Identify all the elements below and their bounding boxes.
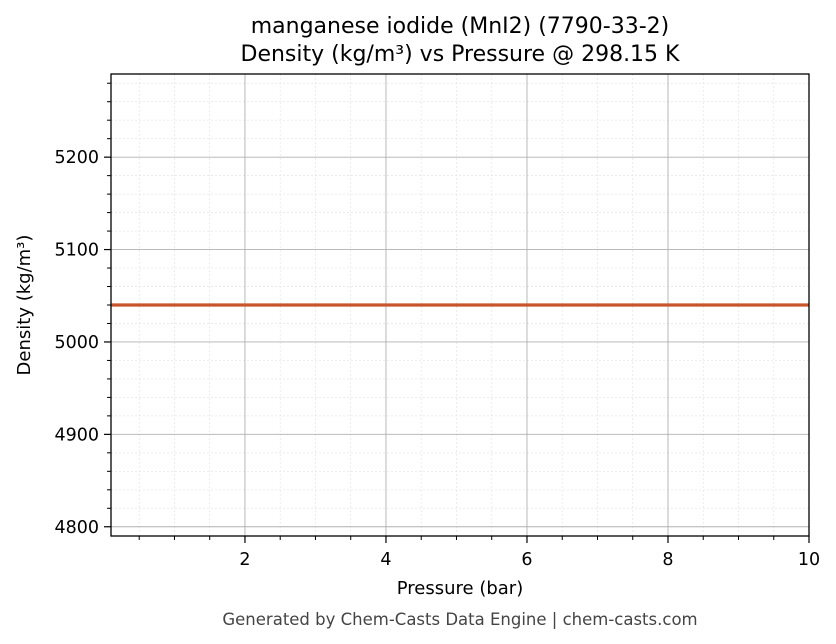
x-tick-label: 8 [662,550,673,570]
x-tick-label: 4 [380,550,391,570]
y-tick-label: 4900 [54,425,99,445]
x-tick-label: 2 [239,550,250,570]
x-tick-label: 10 [798,550,820,570]
chart-title: manganese iodide (MnI2) (7790-33-2) [251,14,670,39]
y-tick-label: 5200 [54,148,99,168]
y-axis-label: Density (kg/m³) [14,235,35,376]
y-tick-label: 5000 [54,333,99,353]
y-tick-labels: 4800 4900 5000 5100 5200 [54,148,99,538]
y-tick-label: 5100 [54,241,99,261]
x-tick-label: 6 [521,550,532,570]
x-tick-labels: 2 4 6 8 10 [239,550,820,570]
x-axis-label: Pressure (bar) [397,578,523,599]
footer-credit: Generated by Chem-Casts Data Engine | ch… [222,610,697,629]
chart-subtitle: Density (kg/m³) vs Pressure @ 298.15 K [241,42,681,67]
minor-grid [111,74,809,536]
tick-marks [104,82,810,543]
y-tick-label: 4800 [54,518,99,538]
